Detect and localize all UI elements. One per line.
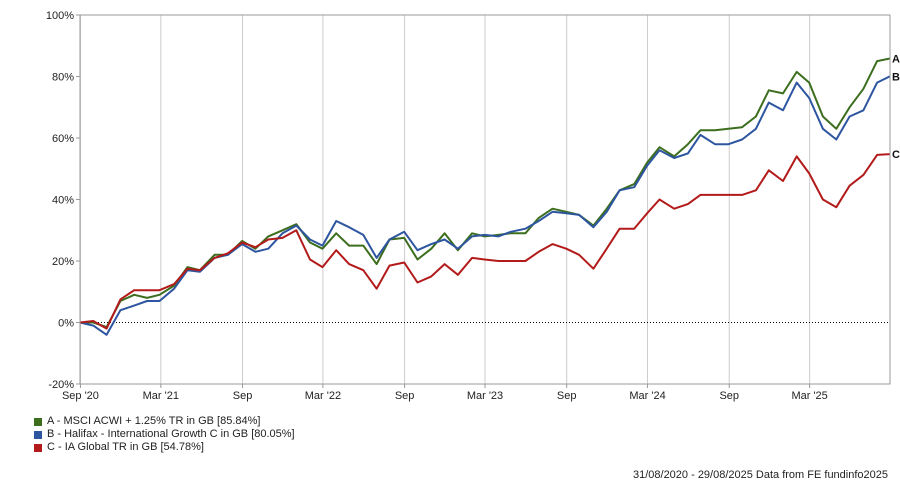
- legend-swatch-c: [34, 443, 42, 452]
- y-tick-label: 40%: [52, 195, 74, 207]
- legend-label-c: C - IA Global TR in GB [54.78%]: [47, 441, 204, 453]
- legend-label-b: B - Halifax - International Growth C in …: [47, 428, 295, 440]
- x-tick-label: Sep: [557, 390, 577, 402]
- y-tick-label: 20%: [52, 256, 74, 268]
- legend-item-b: B - Halifax - International Growth C in …: [34, 428, 295, 441]
- x-axis: Sep '20 Mar '21 Sep Mar '22 Sep Mar '23 Sep Mar…: [62, 384, 828, 402]
- x-tick-label: Mar '21: [143, 390, 179, 402]
- series-layer: [79, 57, 891, 336]
- series-line-a: [80, 57, 891, 329]
- date-range-source-footer: 31/08/2020 - 29/08/2025 Data from FE fun…: [632, 469, 888, 481]
- legend-item-a: A - MSCI ACWI + 1.25% TR in GB [85.84%]: [34, 415, 295, 428]
- grid-layer: [79, 15, 811, 384]
- x-tick-label: Sep: [395, 390, 415, 402]
- legend-swatch-b: [34, 430, 42, 439]
- series-end-labels: AB C: [892, 54, 900, 162]
- x-tick-label: Sep: [233, 390, 253, 402]
- legend-item-c: C - IA Global TR in GB [54.78%]: [34, 441, 295, 454]
- series-end-label-c: C: [892, 149, 900, 161]
- x-tick-label: Mar '22: [305, 390, 341, 402]
- x-tick-label: Sep: [719, 390, 739, 402]
- y-tick-label: -20%: [48, 379, 74, 391]
- y-tick-label: 80%: [52, 72, 74, 84]
- x-tick-label: Mar '25: [791, 390, 827, 402]
- legend: A - MSCI ACWI + 1.25% TR in GB [85.84%] …: [34, 415, 295, 454]
- legend-label-a: A - MSCI ACWI + 1.25% TR in GB [85.84%]: [47, 415, 261, 427]
- x-tick-label: Sep '20: [62, 390, 99, 402]
- y-tick-label: 0%: [58, 318, 74, 330]
- y-tick-label: 60%: [52, 133, 74, 145]
- y-tick-label: 100%: [46, 10, 74, 22]
- series-end-label-a: A: [892, 54, 900, 66]
- legend-swatch-a: [34, 417, 42, 426]
- x-tick-label: Mar '23: [467, 390, 503, 402]
- series-line-c: [79, 153, 891, 330]
- performance-line-chart: 100%80%60%40%20%0%-20% Sep '20 Mar '21 Sep…: [46, 10, 900, 402]
- series-end-label-b: B: [892, 71, 900, 83]
- y-axis: 100% 80% 60% 40% 20% 0% -20%: [46, 10, 80, 391]
- x-tick-label: Mar '24: [629, 390, 665, 402]
